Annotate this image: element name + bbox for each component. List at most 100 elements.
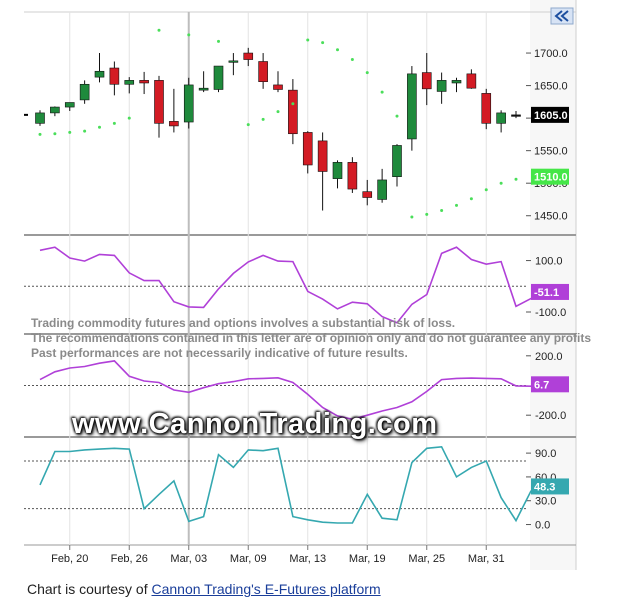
current-value-box xyxy=(531,478,569,495)
price-tick-label: 1450.0 xyxy=(534,211,568,223)
candle xyxy=(50,106,60,117)
candle-body xyxy=(64,102,75,108)
candle-body xyxy=(421,72,432,90)
panel-tick-label: -200.0 xyxy=(535,410,566,422)
psar-dot xyxy=(276,110,280,114)
candle-body xyxy=(198,87,209,91)
panel-tick-label: 100.0 xyxy=(535,256,563,268)
candle xyxy=(377,168,387,203)
psar-dot xyxy=(68,130,72,134)
candle-body xyxy=(183,84,194,123)
date-tick-label: Feb, 20 xyxy=(51,553,88,565)
candle xyxy=(347,157,358,193)
candle xyxy=(288,79,298,145)
current-value-label: 6.7 xyxy=(534,379,549,391)
candle-body xyxy=(511,114,521,117)
efutures-platform-link[interactable]: Cannon Trading's E-Futures platform xyxy=(151,581,381,597)
candle xyxy=(273,71,283,93)
panel-tick-label: 200.0 xyxy=(535,351,563,363)
candle xyxy=(362,179,373,206)
candle xyxy=(139,71,149,95)
price-tick-label: 1550.0 xyxy=(534,146,568,158)
candle xyxy=(94,53,105,83)
candle xyxy=(213,65,224,93)
psar-dot xyxy=(98,125,101,129)
watermark: www.CannonTrading.com xyxy=(72,408,438,440)
indicator-line xyxy=(39,360,546,421)
psar-dot xyxy=(53,132,57,136)
candle-body xyxy=(436,80,447,92)
candle xyxy=(302,131,313,174)
sar-value-label: 1510.0 xyxy=(534,172,568,184)
collapse-arrows-icon[interactable] xyxy=(550,7,574,25)
psar-dot xyxy=(38,132,42,136)
current-value-box xyxy=(531,376,569,393)
candle xyxy=(466,69,477,89)
psar-dot xyxy=(395,114,399,118)
disclaimer-line-1: Trading commodity futures and options in… xyxy=(31,316,456,330)
candle xyxy=(79,80,90,104)
candle-body xyxy=(317,140,328,172)
candle-body xyxy=(451,80,462,84)
candle-body xyxy=(496,112,506,124)
date-tick-label: Mar, 13 xyxy=(289,553,326,565)
candle-body xyxy=(79,83,90,101)
psar-dot xyxy=(291,102,295,106)
candle xyxy=(183,77,194,129)
panel-tick-label: 90.0 xyxy=(535,448,556,460)
candle-body xyxy=(50,106,60,114)
candle-body xyxy=(362,191,373,198)
candle xyxy=(198,71,209,93)
candle-body xyxy=(139,80,149,84)
candle-body xyxy=(124,80,135,85)
current-value-label: 48.3 xyxy=(534,481,555,493)
psar-dot xyxy=(321,41,325,45)
candle-body xyxy=(288,89,298,135)
candle-body xyxy=(258,61,268,82)
psar-dot xyxy=(306,38,310,42)
candle xyxy=(436,72,447,104)
date-tick-label: Mar, 03 xyxy=(170,553,207,565)
price-tick-label: 1700.0 xyxy=(534,48,568,60)
psar-dot xyxy=(410,215,414,219)
psar-dot xyxy=(469,197,473,201)
psar-dot xyxy=(365,71,369,75)
panel-tick-label: 30.0 xyxy=(535,496,556,508)
candle xyxy=(258,53,268,89)
candle-body xyxy=(347,162,358,190)
candle xyxy=(496,110,506,133)
psar-dot xyxy=(425,212,429,216)
psar-dot xyxy=(217,39,220,43)
candle-body xyxy=(154,80,164,124)
sar-value-box xyxy=(531,168,569,185)
psar-dot xyxy=(83,129,87,133)
candle-body xyxy=(332,162,343,179)
psar-dot xyxy=(380,90,384,94)
candle xyxy=(481,88,492,130)
last-price-box xyxy=(531,106,569,123)
candle xyxy=(332,160,343,189)
candle xyxy=(451,77,462,93)
oscillator-panel-3: 90.060.030.00.048.3 xyxy=(24,445,569,532)
psar-dot xyxy=(246,123,250,127)
chart-caption: Chart is courtesy of Cannon Trading's E-… xyxy=(27,581,381,597)
current-value-box xyxy=(531,283,569,300)
date-tick-label: Mar, 25 xyxy=(408,553,445,565)
panel-tick-label: -100.0 xyxy=(535,307,566,319)
candle xyxy=(169,88,179,133)
candle-body xyxy=(94,70,105,78)
caption-prefix: Chart is courtesy of xyxy=(27,581,152,597)
disclaimer-line-2: The recommendations contained in this le… xyxy=(31,331,592,345)
candle xyxy=(511,110,521,119)
candle xyxy=(421,53,432,106)
current-value-label: -51.1 xyxy=(534,287,559,299)
date-tick-label: Mar, 19 xyxy=(349,553,386,565)
date-tick-label: Feb, 26 xyxy=(111,553,148,565)
panel-separators xyxy=(24,234,576,546)
oscillator-panel-1: 100.0 -100.0 -51.1 xyxy=(24,246,569,324)
candle xyxy=(228,53,239,76)
candle-body xyxy=(377,179,387,200)
psar-dot xyxy=(499,181,503,185)
candle-body xyxy=(243,52,254,60)
